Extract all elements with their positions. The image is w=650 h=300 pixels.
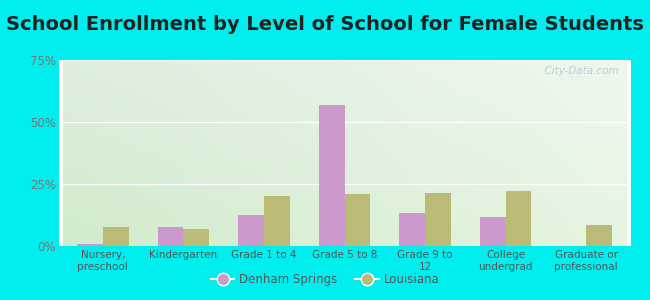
- Bar: [480, 218, 506, 246]
- Bar: [264, 196, 290, 246]
- Text: City-Data.com: City-Data.com: [538, 66, 619, 76]
- Bar: [399, 212, 425, 246]
- Bar: [425, 193, 451, 246]
- Bar: [157, 227, 183, 246]
- Text: School Enrollment by Level of School for Female Students: School Enrollment by Level of School for…: [6, 15, 644, 34]
- Bar: [506, 191, 532, 246]
- Bar: [77, 244, 103, 246]
- Legend: Denham Springs, Louisiana: Denham Springs, Louisiana: [206, 269, 444, 291]
- Bar: [238, 215, 264, 246]
- Bar: [586, 225, 612, 246]
- Bar: [318, 105, 344, 246]
- Bar: [103, 227, 129, 246]
- Bar: [183, 229, 209, 246]
- Bar: [344, 194, 370, 246]
